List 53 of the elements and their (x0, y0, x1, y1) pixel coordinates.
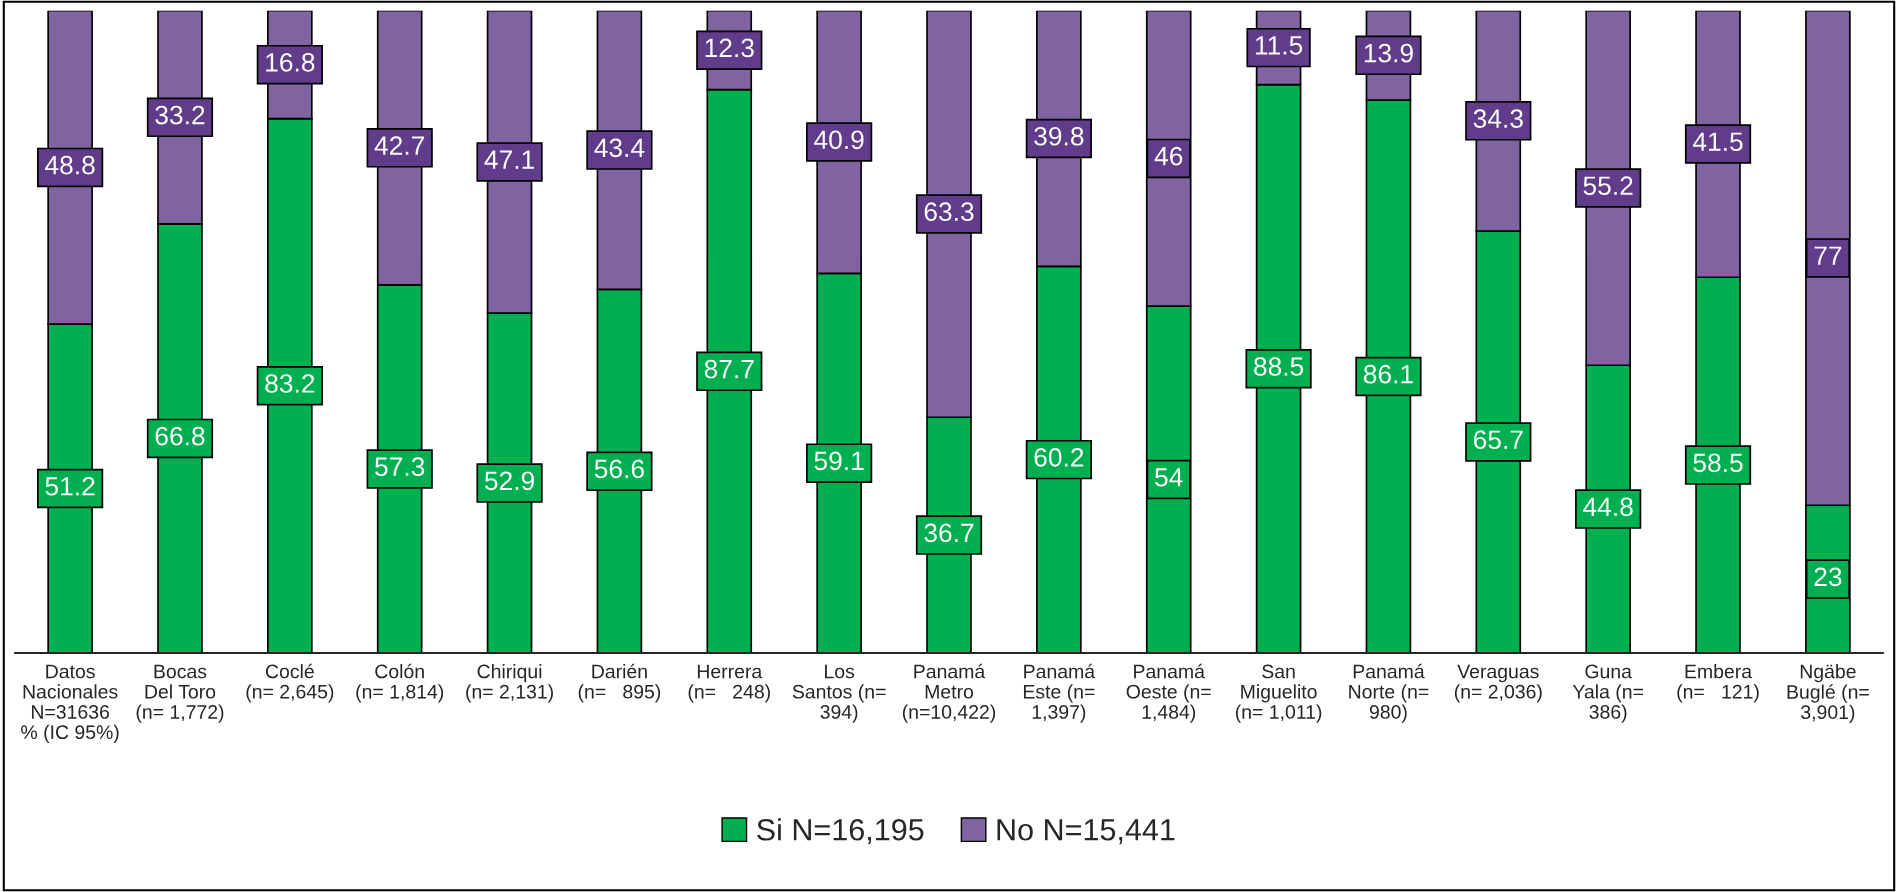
data-label: 54 (1155, 468, 1183, 487)
data-label: 66.8 (155, 426, 205, 446)
x-tick-label: Panamá Oeste (n= 1,484) (1126, 663, 1211, 723)
data-label: 77 (1814, 246, 1842, 265)
data-label: 51.2 (45, 476, 95, 496)
data-label: 48.8 (45, 155, 95, 175)
x-tick-label: Herrera (n= 248) (688, 664, 770, 703)
x-tick-label: Colón (n= 1,814) (356, 663, 444, 703)
x-tick-label: Panamá Norte (n= 980) (1349, 663, 1429, 723)
data-label: 83.2 (265, 374, 315, 393)
data-label: 44.8 (1583, 497, 1633, 517)
data-label: 13.9 (1364, 43, 1413, 63)
data-label: 41.5 (1692, 132, 1743, 152)
data-label: 12.3 (705, 38, 754, 58)
data-label: 52.9 (484, 471, 534, 491)
data-label: 34.3 (1473, 109, 1523, 128)
x-tick-label: Veraguas (n= 2,036) (1454, 664, 1542, 703)
data-label: 11.5 (1255, 36, 1303, 55)
data-label: 56.6 (594, 459, 644, 479)
data-label: 65.7 (1473, 430, 1523, 450)
data-label: 33.2 (155, 105, 205, 125)
x-tick-label: Bocas Del Toro (n= 1,772) (136, 664, 224, 723)
x-tick-label: Coclé (n= 2,645) (246, 663, 334, 703)
x-tick-label: Guna Yala (n= 386) (1572, 664, 1643, 723)
data-label: 55.2 (1583, 176, 1633, 196)
data-label: 42.7 (374, 136, 425, 155)
data-label: 88.5 (1254, 357, 1304, 376)
data-label: 58.5 (1693, 453, 1743, 473)
data-label: 87.7 (704, 359, 754, 379)
data-label: 57.3 (375, 457, 425, 477)
x-tick-label: Datos Nacionales N=31636 % (IC 95%) (21, 664, 119, 743)
x-tick-label: Los Santos (n= 394) (792, 664, 886, 723)
data-label: 39.8 (1034, 126, 1084, 146)
data-label: 47.1 (484, 150, 534, 169)
x-tick-label: Panamá Metro (n=10,422) (902, 663, 996, 723)
data-label: 16.8 (266, 53, 315, 72)
data-label: 23 (1814, 567, 1842, 587)
data-label: 59.1 (814, 451, 864, 471)
x-tick-label: Embera (n= 121) (1677, 664, 1759, 703)
data-label: 43.4 (594, 138, 645, 158)
x-tick-label: Ngäbe Buglé (n= 3,901) (1787, 664, 1869, 723)
data-label: 40.9 (814, 130, 864, 150)
x-tick-label: San Miguelito (n= 1,011) (1235, 664, 1322, 723)
data-label: 60.2 (1034, 448, 1084, 467)
legend-label: Si N=16,195 (757, 818, 924, 845)
data-label: 36.7 (924, 523, 974, 543)
data-label: 46 (1154, 146, 1183, 166)
x-tick-label: Panamá Este (n= 1,397) (1023, 663, 1096, 723)
x-tick-label: Chiriqui (n= 2,131) (466, 664, 553, 703)
x-tick-label: Darién (n= 895) (578, 663, 661, 703)
data-label: 63.3 (924, 202, 974, 222)
legend-label: No N=15,441 (997, 819, 1175, 845)
data-label: 86.1 (1363, 364, 1413, 384)
